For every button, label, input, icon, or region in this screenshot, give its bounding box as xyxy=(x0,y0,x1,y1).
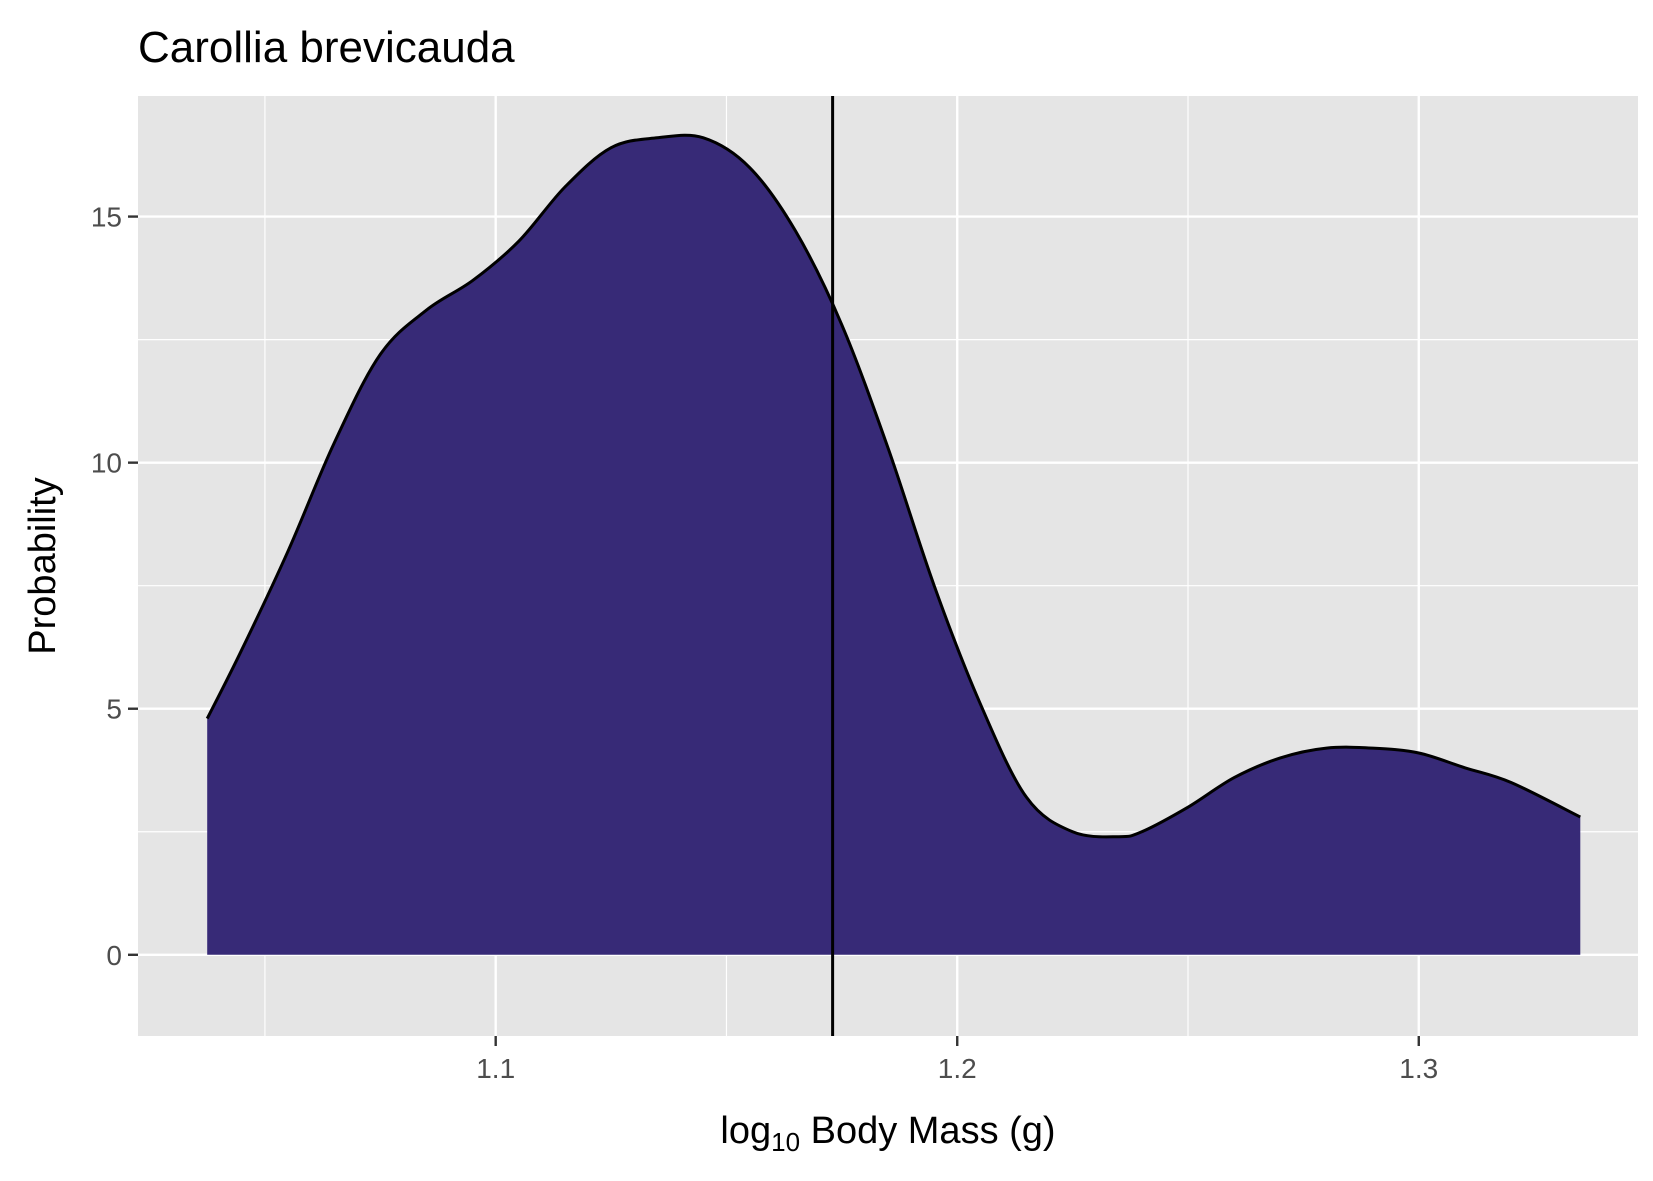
y-axis-title: Probability xyxy=(22,477,64,654)
y-tick-label: 5 xyxy=(106,694,122,725)
x-axis-title-subscript: 10 xyxy=(771,1127,800,1157)
y-tick-label: 15 xyxy=(91,202,122,233)
density-area xyxy=(207,135,1581,955)
x-tick-label: 1.3 xyxy=(1399,1053,1438,1084)
y-tick-label: 0 xyxy=(106,940,122,971)
x-tick-label: 1.1 xyxy=(476,1053,515,1084)
x-axis: 1.1 1.2 1.3 xyxy=(476,1036,1438,1084)
x-axis-title-base: log xyxy=(720,1110,771,1152)
x-axis-title-rest: Body Mass (g) xyxy=(800,1110,1056,1152)
x-axis-title: log10 Body Mass (g) xyxy=(720,1110,1055,1157)
y-axis: 0 5 10 15 xyxy=(91,202,138,971)
chart-title: Carollia brevicauda xyxy=(138,23,515,72)
y-tick-label: 10 xyxy=(91,448,122,479)
density-curve xyxy=(205,133,1581,839)
x-tick-label: 1.2 xyxy=(938,1053,977,1084)
density-series xyxy=(205,133,1581,955)
